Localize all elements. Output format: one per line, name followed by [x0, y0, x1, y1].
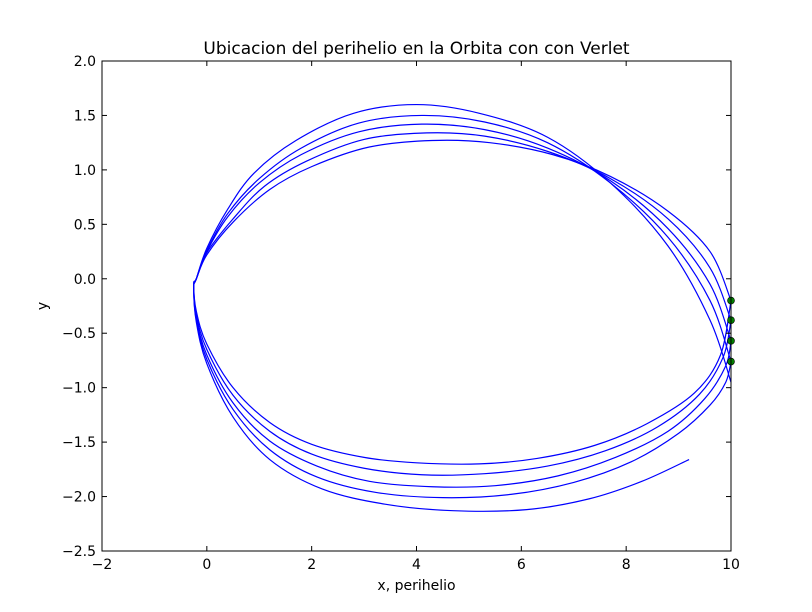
- y-tick-label: −0.5: [62, 326, 96, 342]
- x-tick-label: 10: [722, 557, 740, 573]
- x-tick-label: 2: [307, 557, 316, 573]
- x-tick-label: −2: [92, 557, 113, 573]
- y-tick-label: −2.0: [62, 490, 96, 506]
- y-tick-label: −1.0: [62, 381, 96, 397]
- x-tick-label: 8: [622, 557, 631, 573]
- y-tick-label: 2.0: [74, 54, 96, 70]
- y-axis-label: y: [35, 302, 51, 310]
- y-tick-label: 1.5: [74, 108, 96, 124]
- x-tick-label: 0: [202, 557, 211, 573]
- chart-title: Ubicacion del perihelio en la Orbita con…: [203, 39, 630, 59]
- y-tick-label: 0.5: [74, 217, 96, 233]
- y-tick-label: −1.5: [62, 435, 96, 451]
- axis-ticks: −2 0 2 4 6 8 10 −2.5 −2.0 −1.5 −1.0 −0.5 0.0 0.5 1.0 1.…: [62, 54, 740, 573]
- x-tick-label: 6: [517, 557, 526, 573]
- x-axis-label: x, perihelio: [377, 578, 455, 594]
- y-tick-label: 1.0: [74, 163, 96, 179]
- y-tick-label: 0.0: [74, 272, 96, 288]
- y-tick-label: −2.5: [62, 544, 96, 560]
- orbit-line-5: [193, 103, 732, 512]
- x-tick-label: 4: [412, 557, 421, 573]
